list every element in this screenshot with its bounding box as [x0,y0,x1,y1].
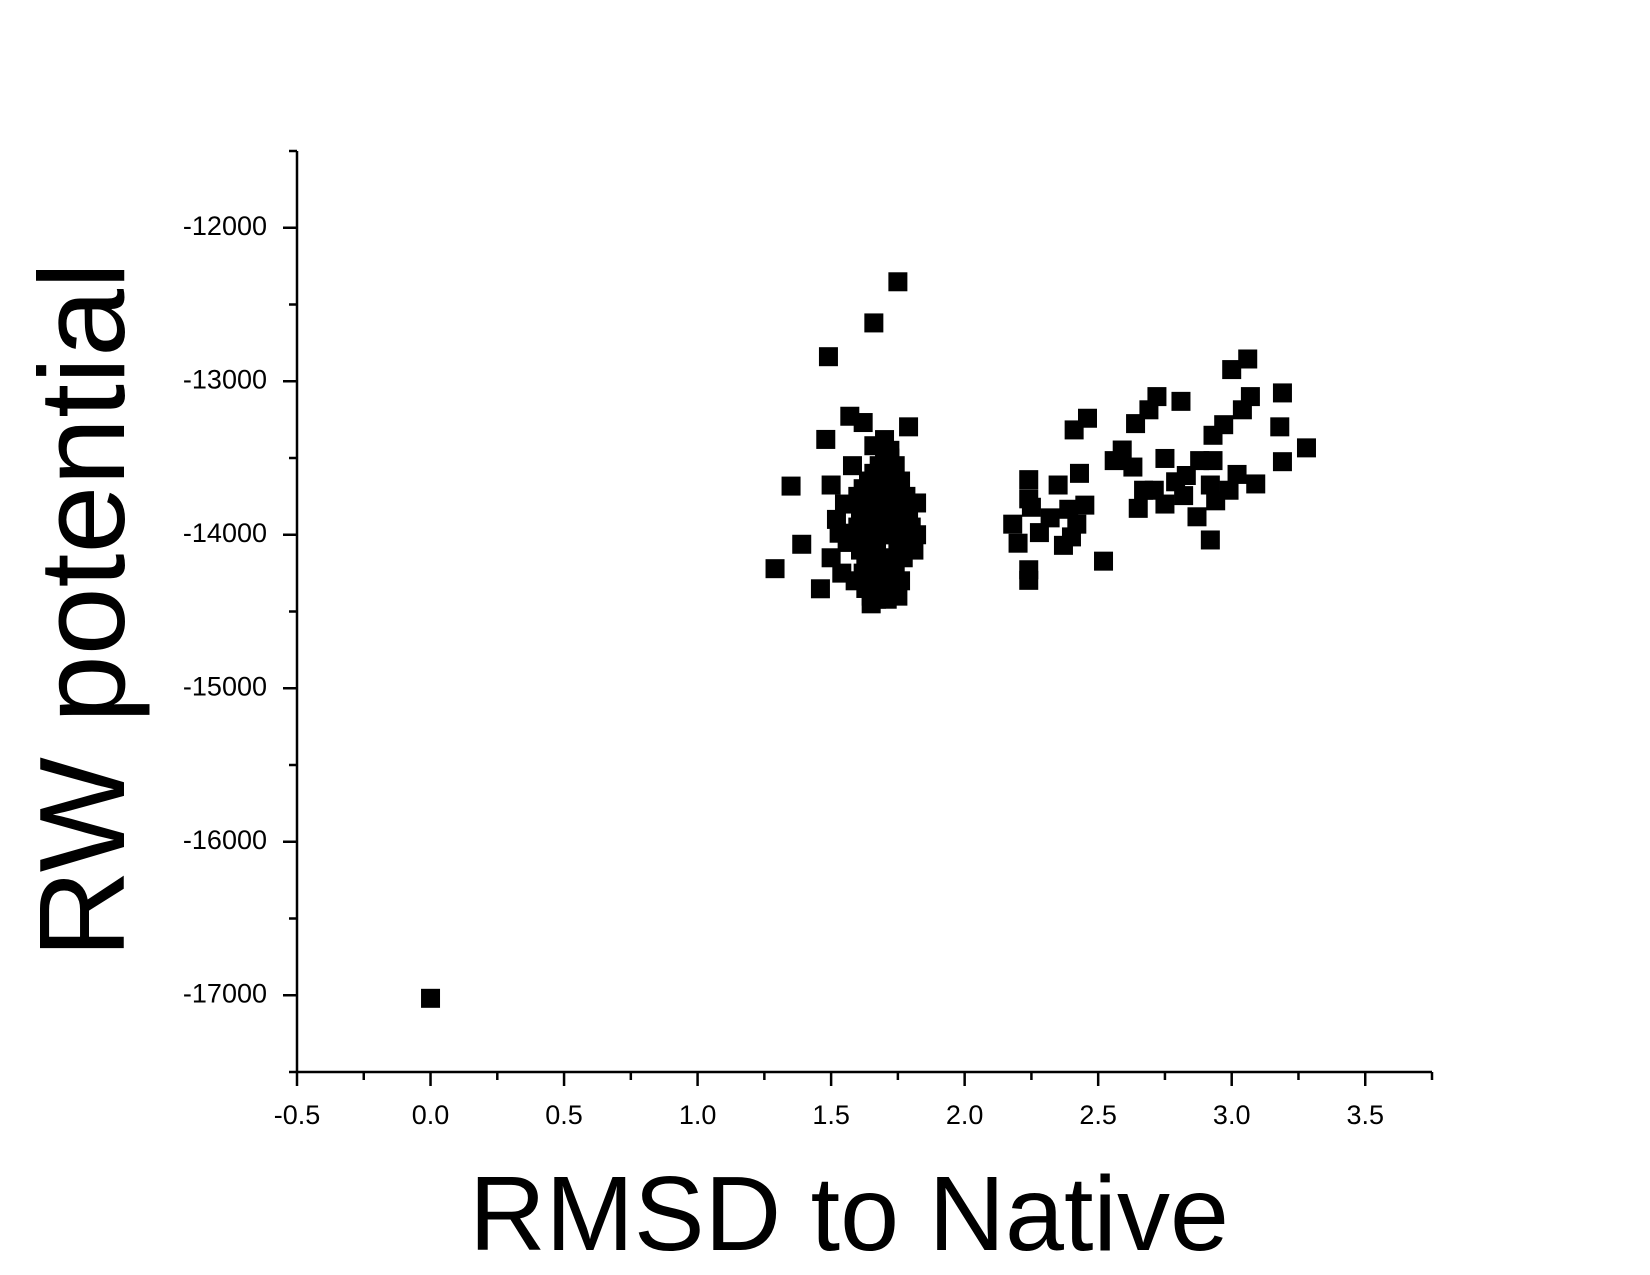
point [880,448,900,468]
x-tick-label: 2.0 [946,1100,984,1130]
point [904,540,924,560]
point [1075,495,1095,515]
point [765,559,785,579]
y-axis-title: RW potential [14,262,150,958]
point [1246,474,1266,494]
point [1008,533,1028,553]
point [875,430,895,450]
point [1272,452,1292,472]
point [899,417,919,437]
x-tick-label: 2.5 [1079,1100,1117,1130]
x-tick-label: 3.5 [1346,1100,1384,1130]
point [1064,420,1084,440]
point [1171,391,1191,411]
point [1029,523,1049,543]
point [1270,417,1290,437]
point [1200,530,1220,550]
x-tick-label: 1.0 [679,1100,717,1130]
point [1094,551,1114,571]
point [818,347,838,367]
x-tick-label: 0.5 [545,1100,583,1130]
point [1174,486,1194,506]
point [1206,491,1226,511]
y-tick-label: -15000 [183,671,267,701]
point [1003,514,1023,534]
point [421,988,441,1008]
x-tick-label: 0.0 [412,1100,450,1130]
y-tick-label: -13000 [183,364,267,394]
point [853,413,873,433]
point [1203,425,1223,445]
point [1069,463,1089,483]
point [1187,507,1207,527]
point [1222,360,1242,380]
point [1126,414,1146,434]
point [1053,535,1073,555]
point [1272,383,1292,403]
x-tick-label: 3.0 [1213,1100,1251,1130]
point [1019,470,1039,490]
point [821,548,841,568]
y-tick-label: -17000 [183,978,267,1008]
point [845,571,865,591]
point [883,583,903,603]
point [883,525,903,545]
x-tick-label: 1.5 [812,1100,850,1130]
point [1059,499,1079,519]
point [888,272,908,292]
point [1128,498,1148,518]
point [829,523,849,543]
point [1021,497,1041,517]
y-tick-label: -12000 [183,211,267,241]
y-tick-label: -14000 [183,518,267,548]
point [1200,475,1220,495]
point [1155,448,1175,468]
point [883,479,903,499]
x-axis-title: RMSD to Native [469,1155,1229,1273]
point [1155,494,1175,514]
point [1190,451,1210,471]
x-tick-label: -0.5 [274,1100,321,1130]
y-tick-label: -16000 [183,825,267,855]
point [1123,457,1143,477]
point [880,502,900,522]
point [834,494,854,514]
point [864,313,884,333]
point [810,579,830,599]
point [842,456,862,476]
point [1227,464,1247,484]
point [781,476,801,496]
point [1232,400,1252,420]
point [792,534,812,554]
point [816,429,836,449]
point [1104,451,1124,471]
point [821,475,841,495]
point [907,525,927,545]
point [1019,570,1039,590]
point [1048,475,1068,495]
point [1296,438,1316,458]
point [1238,349,1258,369]
point [1040,508,1060,528]
